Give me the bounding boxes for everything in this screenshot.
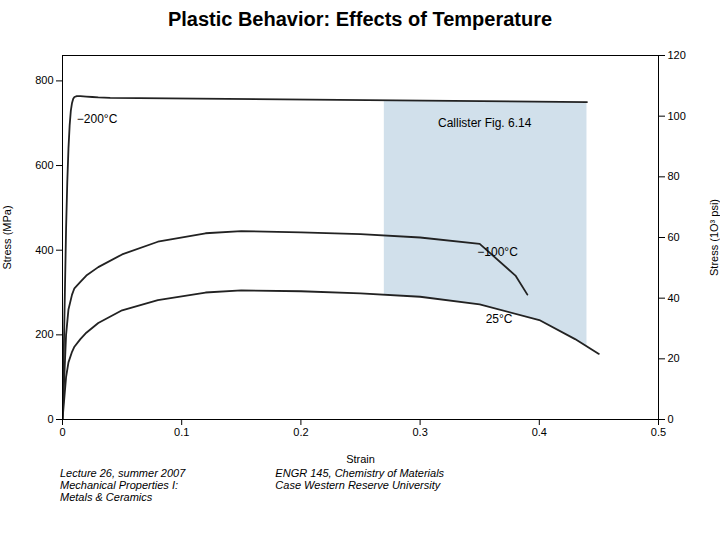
- svg-text:40: 40: [668, 292, 680, 304]
- svg-text:0: 0: [47, 413, 53, 425]
- svg-text:−100°C: −100°C: [477, 245, 518, 259]
- svg-text:0: 0: [668, 413, 674, 425]
- svg-text:100: 100: [668, 110, 686, 122]
- svg-text:120: 120: [668, 49, 686, 61]
- svg-text:0.4: 0.4: [532, 426, 547, 438]
- html-text:Plastic Behavior: Effects of T: Plastic Behavior: Effects of Temperature: [167, 8, 553, 30]
- svg-text:Stress (MPa): Stress (MPa): [1, 205, 13, 269]
- svg-text:400: 400: [35, 244, 53, 256]
- svg-text:0: 0: [59, 426, 65, 438]
- svg-text:20: 20: [668, 352, 680, 364]
- svg-text:Strain: Strain: [346, 453, 375, 465]
- svg-text:Callister Fig. 6.14: Callister Fig. 6.14: [438, 116, 532, 130]
- html-text:Lecture 26, summer 2007 Mechan: Lecture 26, summer 2007 Mechanical Prope…: [60, 467, 186, 503]
- svg-text:0.1: 0.1: [174, 426, 189, 438]
- svg-text:0.2: 0.2: [293, 426, 308, 438]
- svg-text:0.3: 0.3: [412, 426, 427, 438]
- html-text:ENGR 145, Chemistry of Materia: ENGR 145, Chemistry of Materials Case We…: [275, 467, 445, 491]
- svg-text:800: 800: [35, 74, 53, 86]
- svg-text:0.5: 0.5: [651, 426, 666, 438]
- svg-text:80: 80: [668, 170, 680, 182]
- svg-text:200: 200: [35, 328, 53, 340]
- svg-text:25°C: 25°C: [486, 312, 513, 326]
- svg-text:600: 600: [35, 159, 53, 171]
- svg-text:Stress (1O³ psi): Stress (1O³ psi): [708, 199, 720, 276]
- svg-text:60: 60: [668, 231, 680, 243]
- svg-text:−200°C: −200°C: [77, 112, 118, 126]
